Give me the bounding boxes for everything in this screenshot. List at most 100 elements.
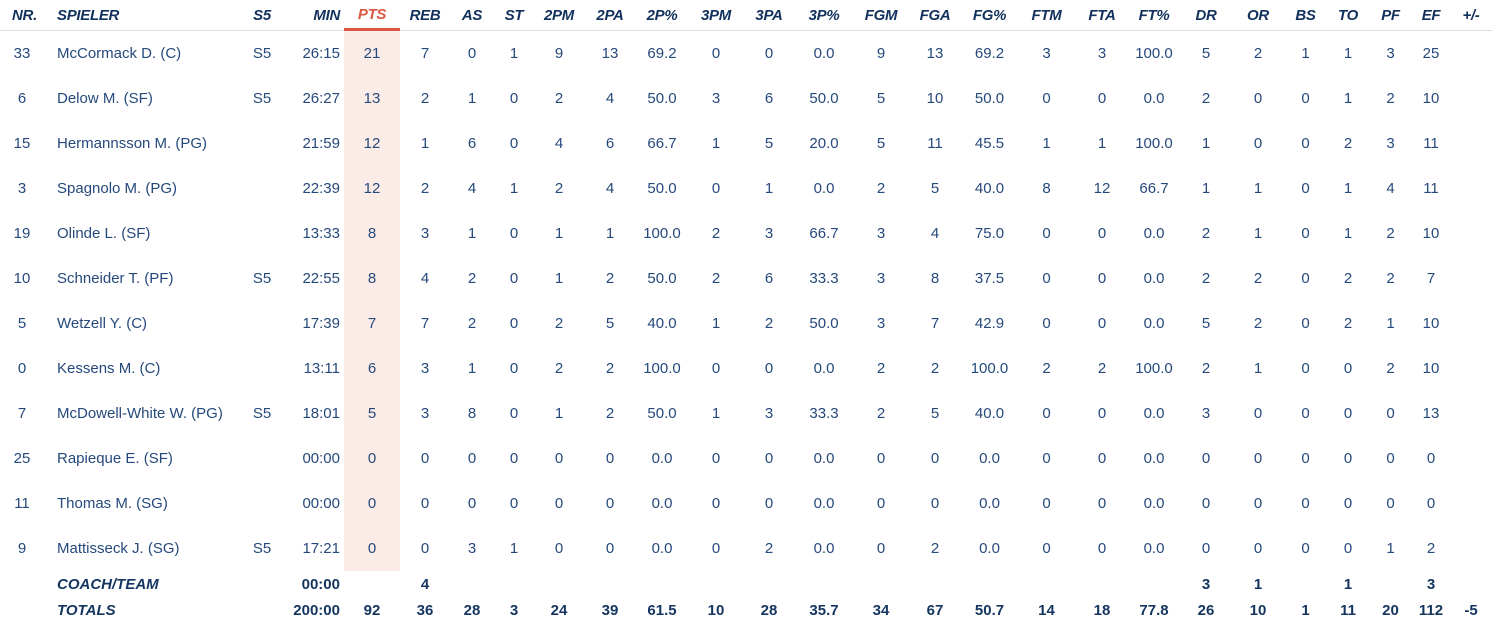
stat-cell: 0: [605, 450, 615, 467]
stat-cell: 13:11: [303, 360, 340, 377]
stat-cell: 5: [1201, 315, 1211, 332]
stat-cell: 1: [1201, 180, 1211, 197]
stat-cell: 0: [1253, 540, 1263, 557]
stat-cell: 10: [1422, 315, 1440, 332]
stat-cell: 1: [509, 45, 519, 62]
stat-cell: 2: [420, 90, 430, 107]
starter-cell: S5: [252, 90, 272, 107]
column-header-3pp[interactable]: 3P%: [794, 0, 854, 31]
column-header-3pa[interactable]: 3PA: [744, 0, 794, 31]
stat-cell: 0: [1097, 270, 1107, 287]
stat-cell: 100.0: [643, 360, 681, 377]
column-header-pts[interactable]: PTS: [344, 0, 400, 31]
stat-cell: 8: [344, 256, 400, 301]
stat-cell: 2: [605, 405, 615, 422]
stat-cell: 24: [550, 601, 568, 619]
column-header-pf[interactable]: PF: [1369, 0, 1412, 31]
player-row: 25 Rapieque E. (SF) 00:00 0 0 0 0 0 0 0.0 0 0 0.0 0 0 0…: [0, 436, 1492, 481]
stat-cell: 67: [926, 601, 944, 619]
column-header-or[interactable]: OR: [1232, 0, 1284, 31]
player-name-cell: Mattisseck J. (SG): [57, 540, 180, 557]
stat-cell: 1: [554, 270, 564, 287]
stat-cell: 50.0: [647, 90, 677, 107]
stat-cell: 0: [930, 450, 940, 467]
stat-cell: 1: [711, 135, 721, 152]
stat-cell: 0.0: [1143, 225, 1165, 242]
column-header-spieler[interactable]: SPIELER: [44, 0, 240, 31]
column-header-reb[interactable]: REB: [400, 0, 450, 31]
stat-cell: 25: [1422, 45, 1440, 62]
player-row: 11 Thomas M. (SG) 00:00 0 0 0 0 0 0 0.0 0 0 0.0 0 0 0.0…: [0, 481, 1492, 526]
stat-cell: 3: [420, 360, 430, 377]
column-header-dr[interactable]: DR: [1180, 0, 1232, 31]
stat-cell: 2: [1386, 90, 1395, 107]
column-header-ftp[interactable]: FT%: [1128, 0, 1180, 31]
stat-cell: 0: [509, 495, 519, 512]
starter-cell: S5: [252, 45, 272, 62]
stat-cell: 13: [1422, 405, 1440, 422]
stat-cell: 1: [554, 405, 564, 422]
column-header-as[interactable]: AS: [450, 0, 494, 31]
column-header-bs[interactable]: BS: [1284, 0, 1327, 31]
stat-cell: -5: [1464, 601, 1478, 619]
stat-cell: 11: [1340, 601, 1356, 619]
player-name-cell: Schneider T. (PF): [57, 270, 174, 287]
stat-cell: 0: [930, 495, 940, 512]
player-name-cell: TOTALS: [57, 601, 116, 619]
column-header-3pm[interactable]: 3PM: [688, 0, 744, 31]
stat-cell: 10: [1422, 90, 1440, 107]
column-header-fga[interactable]: FGA: [908, 0, 962, 31]
stat-cell: 4: [605, 180, 615, 197]
column-header-min[interactable]: MIN: [284, 0, 344, 31]
stat-cell: 2: [1042, 360, 1051, 377]
column-header-ef[interactable]: EF: [1412, 0, 1450, 31]
column-header-2pa[interactable]: 2PA: [584, 0, 636, 31]
stat-cell: 4: [420, 270, 430, 287]
stat-cell: 69.2: [647, 45, 677, 62]
stat-cell: 0: [554, 540, 564, 557]
column-header-fgm[interactable]: FGM: [854, 0, 908, 31]
column-header-fgp[interactable]: FG%: [962, 0, 1017, 31]
stat-cell: 40.0: [974, 180, 1005, 197]
stat-cell: 2: [1343, 135, 1353, 152]
stat-cell: 6: [764, 90, 774, 107]
stat-cell: 0: [1042, 495, 1051, 512]
stat-cell: 0: [711, 180, 721, 197]
stat-cell: 6: [344, 346, 400, 391]
column-header-ftm[interactable]: FTM: [1017, 0, 1076, 31]
stat-cell: 0.0: [651, 495, 673, 512]
player-row: 9 Mattisseck J. (SG) S5 17:21 0 0 3 1 0 0 0.0 0 2 0.0…: [0, 526, 1492, 571]
column-header-2pm[interactable]: 2PM: [534, 0, 584, 31]
stat-cell: 0: [876, 450, 886, 467]
stat-cell: 4: [467, 180, 477, 197]
stat-cell: 5: [930, 180, 940, 197]
stat-cell: [344, 571, 400, 597]
stat-cell: 13: [601, 45, 619, 62]
stat-cell: 3: [764, 405, 774, 422]
stat-cell: 3: [711, 90, 721, 107]
stat-cell: 0: [1201, 450, 1211, 467]
stat-cell: 2: [605, 360, 615, 377]
stat-cell: 0: [876, 495, 886, 512]
column-header-2pp[interactable]: 2P%: [636, 0, 688, 31]
stat-cell: 2: [420, 180, 430, 197]
player-number-cell: 15: [13, 135, 31, 152]
stat-cell: 13: [926, 45, 944, 62]
stat-cell: 1: [1343, 90, 1353, 107]
column-header-fta[interactable]: FTA: [1076, 0, 1128, 31]
stat-cell: 2: [1426, 540, 1436, 557]
column-header-pm[interactable]: +/-: [1450, 0, 1492, 31]
stat-cell: 7: [344, 301, 400, 346]
stat-cell: 0: [1301, 180, 1310, 197]
column-header-to[interactable]: TO: [1327, 0, 1369, 31]
column-header-nr[interactable]: NR.: [0, 0, 44, 31]
column-header-st[interactable]: ST: [494, 0, 534, 31]
stat-cell: 1: [1386, 315, 1395, 332]
stat-cell: 66.7: [647, 135, 677, 152]
stat-cell: 200:00: [293, 601, 340, 619]
stat-cell: 2: [876, 360, 886, 377]
stat-cell: 4: [930, 225, 940, 242]
stat-cell: 26:27: [302, 90, 340, 107]
column-header-s5[interactable]: S5: [240, 0, 284, 31]
